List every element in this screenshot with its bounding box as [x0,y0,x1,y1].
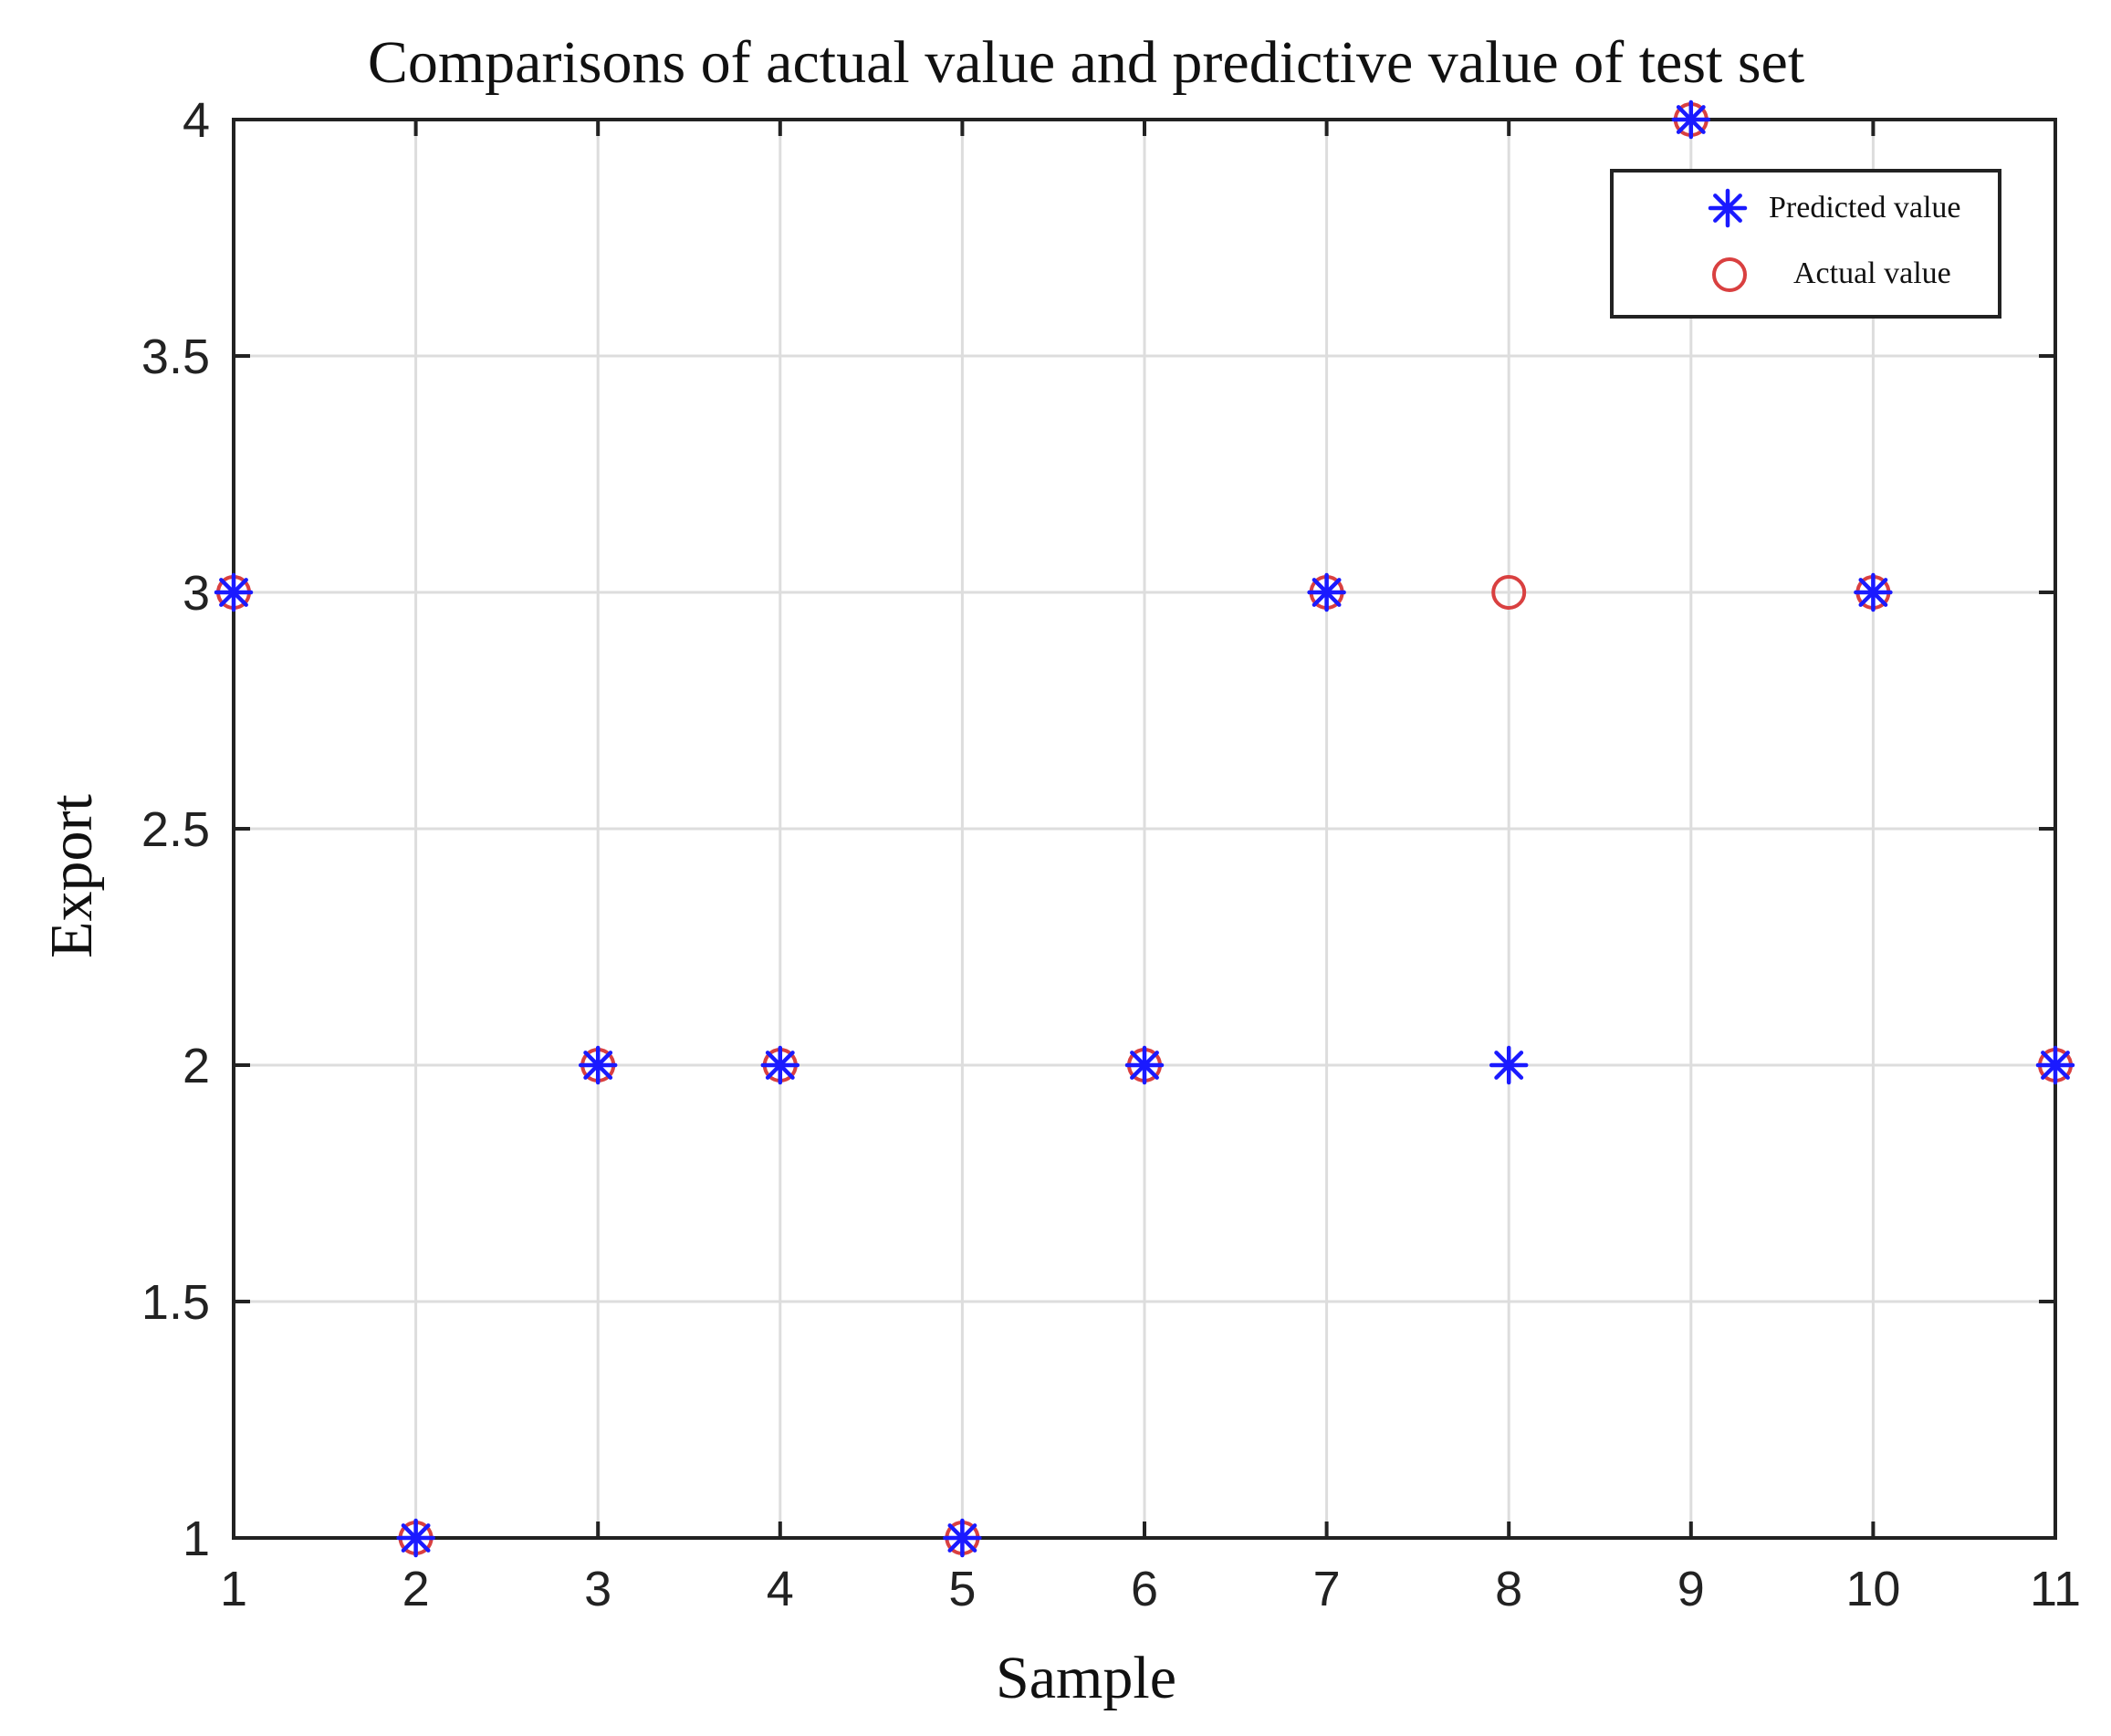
x-tick-label-11: 11 [2030,1562,2081,1616]
x-tick-label-4: 4 [767,1562,794,1616]
predicted-point-10 [1854,572,1893,612]
predicted-point-4-stroke-3 [765,1051,795,1080]
y-tick-label-4: 4 [183,93,210,148]
predicted-point-7-stroke-3 [1312,578,1342,607]
predicted-point-8-stroke-3 [1494,1051,1524,1080]
actual-point-8 [1491,575,1527,610]
grid-lines [232,118,2057,1540]
x-tick-label-6: 6 [1131,1562,1158,1616]
predicted-point-3-stroke-3 [583,1051,613,1080]
legend-asterisk-icon-stroke-3 [1713,193,1742,223]
predicted-point-9-stroke-3 [1676,105,1706,134]
legend-marker-predicted [1708,188,1748,228]
y-tick-label-1: 1 [183,1511,210,1566]
predicted-point-7 [1307,572,1346,612]
x-tick-label-5: 5 [948,1562,976,1616]
x-tick-label-9: 9 [1677,1562,1705,1616]
x-tick-label-7: 7 [1313,1562,1341,1616]
legend-label-predicted: Predicted value [1769,191,1961,225]
predicted-point-9 [1671,99,1711,140]
y-tick-label-1.5: 1.5 [141,1275,210,1330]
predicted-point-5-stroke-3 [947,1523,977,1553]
y-tick-label-2: 2 [183,1039,210,1093]
predicted-point-1 [214,572,254,612]
x-tick-label-1: 1 [220,1562,247,1616]
chart-title: Comparisons of actual value and predicti… [368,29,1804,96]
y-tick-label-3.5: 3.5 [141,329,210,384]
predicted-point-6 [1124,1045,1165,1085]
legend-asterisk-icon [1708,188,1748,228]
x-tick-label-3: 3 [584,1562,611,1616]
legend-circle-icon [1712,257,1747,292]
x-tick-label-2: 2 [402,1562,430,1616]
legend-label-actual: Actual value [1793,256,1951,290]
predicted-point-6-stroke-3 [1130,1051,1159,1080]
data-marks [214,99,2075,1558]
predicted-point-8 [1489,1045,1529,1085]
predicted-point-4 [760,1045,800,1085]
predicted-point-11-stroke-3 [2041,1051,2070,1080]
predicted-point-11 [2035,1045,2075,1085]
y-axis-label: Export [38,794,105,958]
predicted-point-2 [396,1518,435,1558]
legend: Predicted value Actual value [1610,169,2001,319]
predicted-point-10-stroke-3 [1858,578,1888,607]
x-tick-label-8: 8 [1495,1562,1522,1616]
predicted-point-5 [943,1518,982,1558]
y-tick-label-2.5: 2.5 [141,802,210,857]
legend-box [1610,169,2001,319]
y-tick-label-3: 3 [183,566,210,621]
predicted-point-1-stroke-3 [219,578,248,607]
x-tick-label-10: 10 [1845,1562,1900,1616]
legend-marker-actual [1712,257,1747,292]
predicted-point-2-stroke-3 [401,1523,431,1553]
x-axis-label: Sample [996,1645,1176,1711]
predicted-point-3 [578,1045,618,1085]
